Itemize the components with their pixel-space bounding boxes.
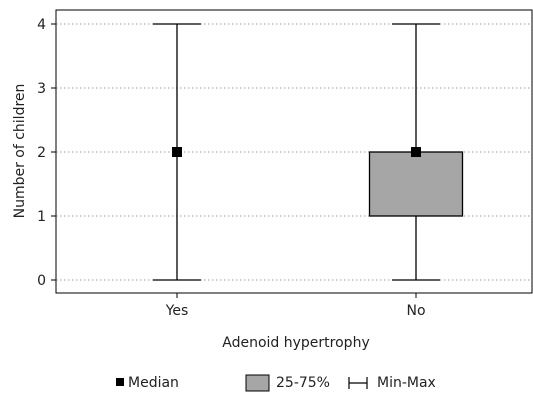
legend-box-label: 25-75% <box>276 375 330 391</box>
x-tick-label: No <box>406 303 425 319</box>
x-axis-title: Adenoid hypertrophy <box>222 335 369 351</box>
box-series <box>153 23 464 281</box>
y-axis-title: Number of children <box>12 84 28 219</box>
x-axis-ticks: Yes No <box>165 293 426 319</box>
box-group-no <box>368 23 464 281</box>
y-tick-label: 1 <box>37 209 46 225</box>
legend: Median 25-75% Min-Max <box>116 374 436 392</box>
y-tick-label: 2 <box>37 145 46 161</box>
y-tick-label: 0 <box>37 273 46 289</box>
y-axis-ticks: 0 1 2 3 4 <box>37 17 56 289</box>
median-marker <box>411 147 421 157</box>
box-group-yes <box>153 23 201 281</box>
legend-whisker-icon <box>348 377 368 389</box>
y-tick-label: 4 <box>37 17 46 33</box>
legend-box-swatch <box>245 374 270 392</box>
legend-median-marker <box>116 378 124 386</box>
legend-median-label: Median <box>128 375 179 391</box>
median-marker <box>172 147 182 157</box>
y-tick-label: 3 <box>37 81 46 97</box>
x-tick-label: Yes <box>165 303 189 319</box>
legend-whisker-label: Min-Max <box>377 375 436 391</box>
iqr-box <box>368 151 464 217</box>
